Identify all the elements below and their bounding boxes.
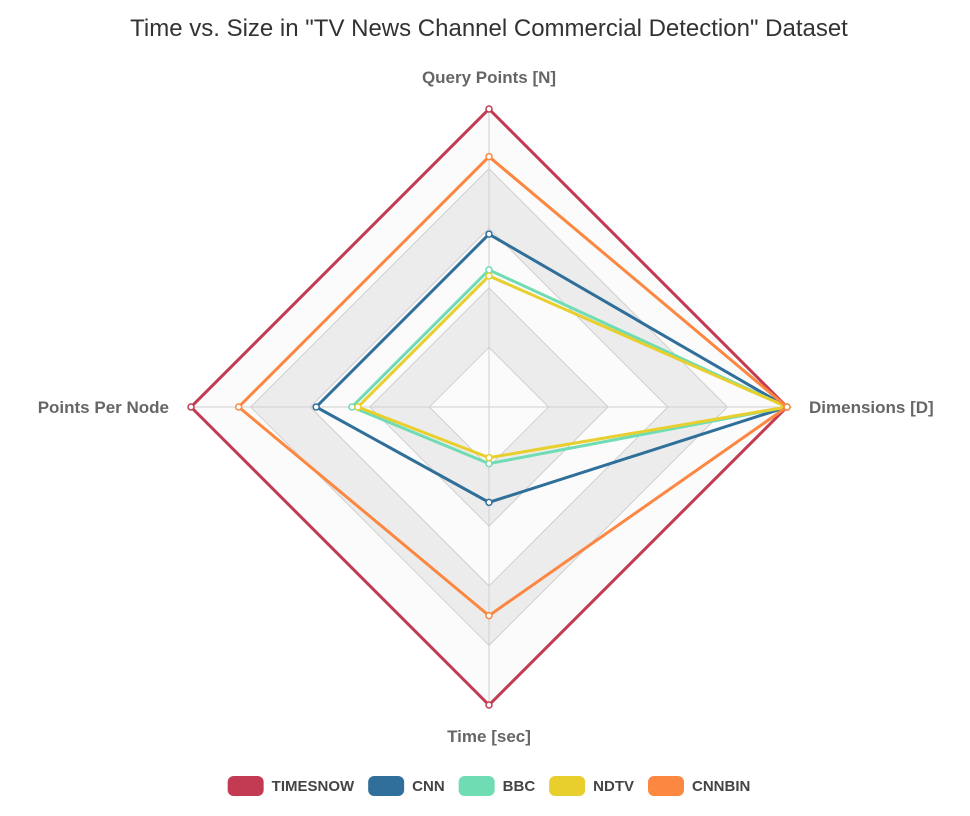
data-point-cnnbin-0[interactable] <box>485 152 493 161</box>
radar-series <box>187 105 793 709</box>
data-point-timesnow-2[interactable] <box>485 701 493 709</box>
legend-item-ndtv[interactable]: NDTV <box>549 776 634 796</box>
data-point-cnn-0[interactable] <box>485 230 493 238</box>
data-point-cnn-2[interactable] <box>485 498 493 507</box>
legend-swatch-timesnow <box>227 776 264 796</box>
legend-swatch-cnn <box>368 776 405 796</box>
chart-title: Time vs. Size in "TV News Channel Commer… <box>130 15 848 42</box>
axis-label-1: Dimensions [D] <box>809 398 934 417</box>
data-point-ndtv-2[interactable] <box>485 453 493 462</box>
legend-label-timesnow: TIMESNOW <box>272 778 355 795</box>
data-point-cnnbin-3[interactable] <box>234 403 243 411</box>
legend-swatch-bbc <box>458 776 495 796</box>
data-point-timesnow-0[interactable] <box>485 105 493 113</box>
data-point-bbc-0[interactable] <box>485 266 493 274</box>
legend-swatch-ndtv <box>549 776 586 796</box>
data-point-bbc-3[interactable] <box>348 403 356 411</box>
legend-label-cnn: CNN <box>412 778 445 795</box>
legend-label-bbc: BBC <box>503 778 536 795</box>
series-cnnbin <box>234 152 791 620</box>
data-point-cnnbin-1[interactable] <box>783 403 791 411</box>
legend-label-cnnbin: CNNBIN <box>692 778 750 795</box>
legend-label-ndtv: NDTV <box>593 778 634 795</box>
data-point-ndtv-3[interactable] <box>354 403 362 411</box>
legend[interactable]: TIMESNOW CNN BBC NDTV CNNBIN <box>227 776 751 796</box>
axis-labels: Query Points [N] Dimensions [D] Time [sec]… <box>38 68 934 746</box>
data-point-bbc-2[interactable] <box>485 459 493 468</box>
data-point-cnn-3[interactable] <box>312 403 320 411</box>
legend-swatch-cnnbin <box>648 776 684 796</box>
axis-label-3: Points Per Node <box>38 398 169 417</box>
legend-item-cnn[interactable]: CNN <box>368 776 445 796</box>
legend-item-cnnbin[interactable]: CNNBIN <box>648 776 750 796</box>
axis-label-2: Time [sec] <box>447 727 531 746</box>
axis-label-0: Query Points [N] <box>422 68 556 87</box>
data-point-ndtv-0[interactable] <box>485 272 493 280</box>
data-point-timesnow-3[interactable] <box>187 403 195 411</box>
data-point-cnnbin-2[interactable] <box>485 611 493 620</box>
legend-item-timesnow[interactable]: TIMESNOW <box>227 776 355 796</box>
legend-item-bbc[interactable]: BBC <box>458 776 536 796</box>
